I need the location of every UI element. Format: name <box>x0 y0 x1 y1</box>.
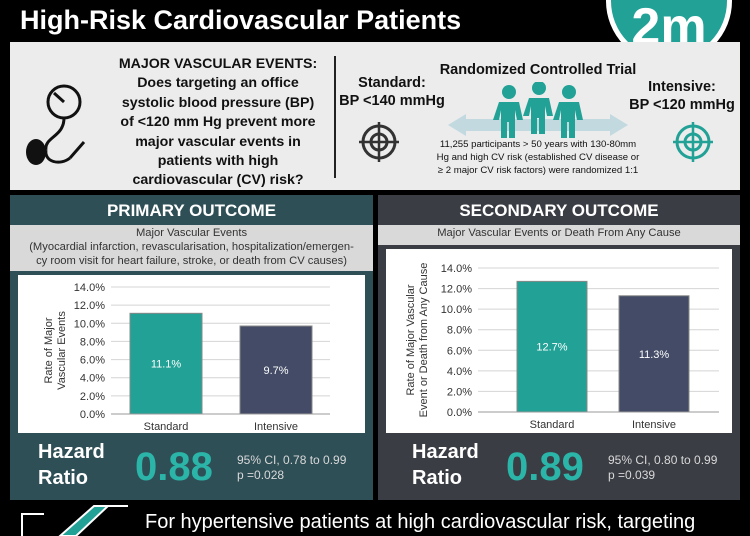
bar <box>618 295 690 413</box>
secondary-chart: 0.0% 2.0% 4.0% 6.0% 8.0% 10.0% 12.0% 14.0% Rate … <box>386 249 732 433</box>
primary-bar-chart: 0.0% 2.0% 4.0% 6.0% 8.0% 10.0% 12.0% 14.0% Rate … <box>43 282 330 433</box>
x-tick-label: Intensive <box>254 421 298 433</box>
x-tick-label: Standard <box>530 419 575 431</box>
bar <box>516 280 588 413</box>
hazard-label-line: Ratio <box>38 467 88 489</box>
randomization-arrow-icon <box>448 114 628 136</box>
question-line: major vascular events in <box>135 133 301 150</box>
data-label: 12.7% <box>536 342 567 354</box>
pencil-icon <box>21 505 128 536</box>
hazard-ratio-value: 0.88 <box>135 445 213 489</box>
y-tick-label: 6.0% <box>80 355 105 367</box>
trial-description-line: Hg and high CV risk (established CV dise… <box>436 152 640 164</box>
primary-outcome-panel: PRIMARY OUTCOME Major Vascular Events (M… <box>10 195 373 530</box>
hazard-label-line: Hazard <box>38 441 105 463</box>
hazard-label-line: Ratio <box>412 467 462 489</box>
y-tick-label: 2.0% <box>80 391 105 403</box>
y-tick-label: 14.0% <box>74 282 105 294</box>
y-tick-label: 4.0% <box>80 373 105 385</box>
x-tick-label: Intensive <box>632 419 676 431</box>
intensive-target: BP <120 mmHg <box>629 97 735 113</box>
question-line: MAJOR VASCULAR EVENTS: <box>118 56 318 72</box>
question-line: cardiovascular (CV) risk? <box>132 172 304 189</box>
y-tick-label: 8.0% <box>80 336 105 348</box>
participants-icon <box>493 82 583 138</box>
y-tick-label: 0.0% <box>80 409 105 421</box>
footer: For hypertensive patients at high cardio… <box>0 500 750 536</box>
y-axis-label: Rate of Major VascularEvent or Death fro… <box>405 263 430 418</box>
hazard-ratio-label: Hazard Ratio <box>412 439 479 491</box>
secondary-outcome-heading: SECONDARY OUTCOME <box>459 201 659 220</box>
intensive-arm-label: Intensive: BP <120 mmHg <box>622 78 742 114</box>
bar <box>239 325 313 415</box>
ci-text: 95% CI, 0.78 to 0.99 <box>237 453 347 467</box>
y-tick-label: 8.0% <box>447 325 472 337</box>
y-tick-label: 6.0% <box>447 345 472 357</box>
divider <box>334 56 336 178</box>
secondary-outcome-panel: SECONDARY OUTCOME Major Vascular Events … <box>378 195 740 530</box>
standard-target: BP <140 mmHg <box>339 93 445 109</box>
trial-description: 11,255 participants > 50 years with 130-… <box>410 138 666 178</box>
trial-title: Randomized Controlled Trial <box>439 62 637 78</box>
trial-description-line: 11,255 participants > 50 years with 130-… <box>439 139 637 150</box>
ci-text: 95% CI, 0.80 to 0.99 <box>608 453 718 467</box>
question-line: patients with high <box>157 153 279 170</box>
y-tick-label: 10.0% <box>74 318 105 330</box>
standard-arm-label: Standard: BP <140 mmHg <box>337 74 447 110</box>
bar <box>129 312 203 415</box>
confidence-interval: 95% CI, 0.78 to 0.99 p =0.028 <box>237 453 346 483</box>
target-icon <box>673 122 713 162</box>
page-title: High-Risk Cardiovascular Patients <box>20 5 462 35</box>
subtitle-line: (Myocardial infarction, revascularisatio… <box>29 240 354 253</box>
y-tick-label: 12.0% <box>74 300 105 312</box>
y-tick-label: 14.0% <box>441 263 472 275</box>
question-panel: MAJOR VASCULAR EVENTS: Does targeting an… <box>10 42 740 190</box>
y-tick-label: 10.0% <box>441 304 472 316</box>
primary-outcome-heading: PRIMARY OUTCOME <box>106 201 277 220</box>
y-tick-label: 12.0% <box>441 284 472 296</box>
data-label: 9.7% <box>263 365 288 377</box>
conclusion-text: For hypertensive patients at high cardio… <box>145 511 696 533</box>
y-tick-label: 0.0% <box>447 407 472 419</box>
data-label: 11.3% <box>639 349 670 361</box>
p-value: p =0.028 <box>237 468 285 482</box>
y-tick-label: 2.0% <box>447 386 472 398</box>
x-tick-label: Standard <box>144 421 189 433</box>
primary-outcome-subtitle: Major Vascular Events (Myocardial infarc… <box>10 225 373 271</box>
y-tick-label: 4.0% <box>447 366 472 378</box>
question-line: of <120 mm Hg prevent more <box>120 114 316 131</box>
standard-label: Standard: <box>358 75 426 91</box>
hazard-ratio-label: Hazard Ratio <box>38 439 105 491</box>
hazard-ratio-value: 0.89 <box>506 445 584 489</box>
primary-chart: 0.0% 2.0% 4.0% 6.0% 8.0% 10.0% 12.0% 14.0% Rate … <box>18 275 365 433</box>
trial-description-line: ≥ 2 major CV risk factors) were randomiz… <box>437 165 639 177</box>
hazard-label-line: Hazard <box>412 441 479 463</box>
data-label: 11.1% <box>151 359 182 371</box>
secondary-outcome-subtitle: Major Vascular Events or Death From Any … <box>378 225 740 245</box>
question-line: Does targeting an office <box>137 75 299 92</box>
confidence-interval: 95% CI, 0.80 to 0.99 p =0.039 <box>608 453 717 483</box>
secondary-bar-chart: 0.0% 2.0% 4.0% 6.0% 8.0% 10.0% 12.0% 14.0% Rate … <box>405 263 719 431</box>
header: High-Risk Cardiovascular Patients 2m <box>0 0 750 64</box>
target-icon <box>359 122 399 162</box>
p-value: p =0.039 <box>608 468 656 482</box>
subtitle-line: cy room visit for heart failure, stroke,… <box>36 254 347 267</box>
blood-pressure-monitor-icon <box>26 84 86 165</box>
y-axis-label: Rate of MajorVascular Events <box>43 311 68 390</box>
question-text: MAJOR VASCULAR EVENTS: Does targeting an… <box>103 55 333 191</box>
intensive-label: Intensive: <box>648 79 716 95</box>
question-line: systolic blood pressure (BP) <box>121 94 315 111</box>
subtitle-line: Major Vascular Events <box>135 227 248 239</box>
